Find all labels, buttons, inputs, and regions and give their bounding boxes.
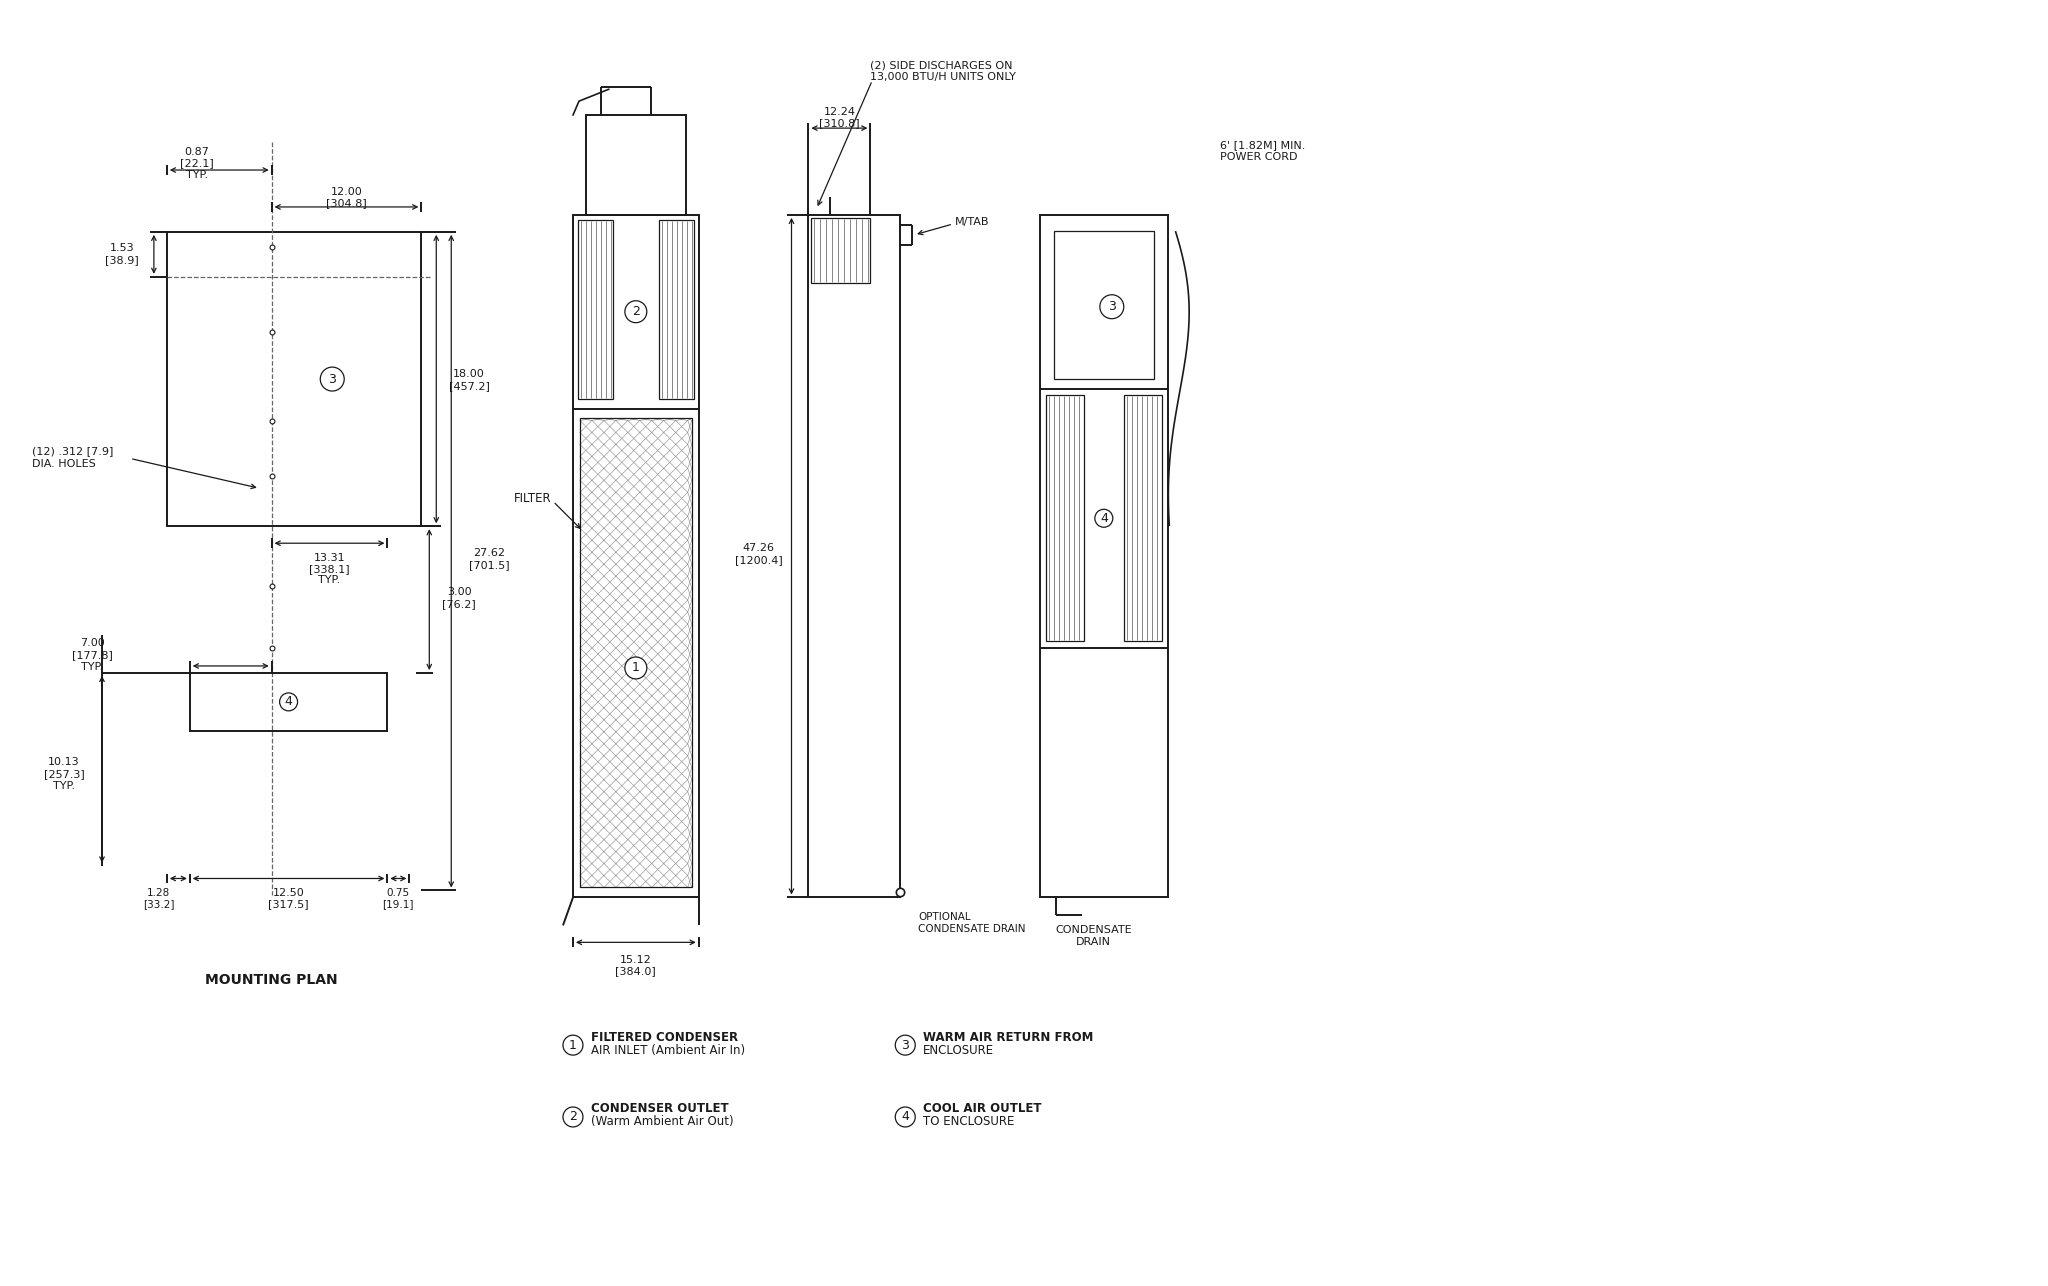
Text: [457.2]: [457.2] (449, 381, 489, 391)
Circle shape (895, 1035, 915, 1055)
Circle shape (563, 1107, 584, 1127)
Bar (580, 418, 692, 887)
Text: [304.8]: [304.8] (326, 198, 367, 208)
Text: TYP.: TYP. (53, 781, 76, 791)
Text: 6' [1.82M] MIN.: 6' [1.82M] MIN. (1219, 140, 1305, 150)
Text: MOUNTING PLAN: MOUNTING PLAN (205, 974, 338, 988)
Text: [19.1]: [19.1] (383, 899, 414, 909)
Text: TO ENCLOSURE: TO ENCLOSURE (924, 1115, 1014, 1128)
Text: DIA. HOLES: DIA. HOLES (33, 459, 96, 469)
Circle shape (281, 693, 297, 711)
Text: CONDENSATE: CONDENSATE (1055, 926, 1133, 935)
Text: [317.5]: [317.5] (268, 899, 309, 909)
Bar (1055, 231, 1153, 378)
Bar (1040, 215, 1167, 898)
Text: [76.2]: [76.2] (442, 599, 475, 610)
Text: 2: 2 (569, 1111, 578, 1124)
Text: TYP.: TYP. (186, 170, 207, 180)
Text: [257.3]: [257.3] (43, 769, 84, 779)
Text: ENCLOSURE: ENCLOSURE (924, 1044, 995, 1057)
Text: AIR INLET (Ambient Air In): AIR INLET (Ambient Air In) (592, 1044, 745, 1057)
Text: 18.00: 18.00 (453, 369, 485, 379)
Text: POWER CORD: POWER CORD (1219, 152, 1296, 162)
Text: TYP.: TYP. (82, 662, 102, 673)
Text: 4: 4 (1100, 512, 1108, 525)
Text: DRAIN: DRAIN (1077, 937, 1112, 948)
Text: 47.26: 47.26 (743, 543, 774, 553)
Bar (1124, 395, 1161, 640)
Bar (578, 220, 612, 399)
Text: OPTIONAL: OPTIONAL (918, 912, 971, 922)
Text: (12) .312 [7.9]: (12) .312 [7.9] (33, 446, 113, 457)
Circle shape (625, 301, 647, 323)
Bar (809, 215, 901, 898)
Text: 3.00: 3.00 (446, 588, 471, 597)
Text: (Warm Ambient Air Out): (Warm Ambient Air Out) (592, 1115, 733, 1128)
Text: 4: 4 (901, 1111, 909, 1124)
Text: 0.87: 0.87 (184, 147, 209, 157)
Text: 7.00: 7.00 (80, 638, 104, 648)
Text: [338.1]: [338.1] (309, 565, 350, 574)
Text: [22.1]: [22.1] (180, 158, 213, 168)
Text: TYP.: TYP. (317, 575, 340, 585)
Text: 15.12: 15.12 (621, 955, 651, 966)
Circle shape (319, 367, 344, 391)
Bar (811, 217, 870, 283)
Text: M/TAB: M/TAB (954, 217, 989, 226)
Bar (1047, 395, 1083, 640)
Text: [701.5]: [701.5] (469, 561, 510, 570)
Text: 0.75: 0.75 (387, 889, 410, 899)
Circle shape (1100, 294, 1124, 319)
Text: FILTERED CONDENSER: FILTERED CONDENSER (592, 1030, 737, 1044)
Text: 13.31: 13.31 (313, 553, 346, 563)
Text: 3: 3 (901, 1039, 909, 1052)
Text: 3: 3 (1108, 300, 1116, 314)
Circle shape (563, 1035, 584, 1055)
Text: CONDENSATE DRAIN: CONDENSATE DRAIN (918, 925, 1026, 935)
Text: [38.9]: [38.9] (104, 255, 139, 265)
Text: (2) SIDE DISCHARGES ON: (2) SIDE DISCHARGES ON (870, 60, 1014, 71)
Bar (190, 673, 387, 730)
Text: 3: 3 (328, 373, 336, 386)
Text: 12.50: 12.50 (272, 889, 305, 899)
Text: [310.8]: [310.8] (819, 118, 860, 129)
Text: WARM AIR RETURN FROM: WARM AIR RETURN FROM (924, 1030, 1094, 1044)
Text: [1200.4]: [1200.4] (735, 556, 782, 565)
Circle shape (1096, 509, 1112, 527)
Bar (573, 215, 698, 898)
Text: COOL AIR OUTLET: COOL AIR OUTLET (924, 1102, 1042, 1115)
Text: 12.24: 12.24 (823, 107, 856, 117)
Text: 10.13: 10.13 (49, 756, 80, 766)
Text: 1: 1 (569, 1039, 578, 1052)
Text: [384.0]: [384.0] (616, 966, 655, 976)
Bar (166, 231, 422, 526)
Bar (586, 116, 686, 215)
Bar (659, 220, 694, 399)
Text: [33.2]: [33.2] (143, 899, 174, 909)
Text: FILTER: FILTER (514, 491, 551, 505)
Text: 13,000 BTU/H UNITS ONLY: 13,000 BTU/H UNITS ONLY (870, 72, 1016, 82)
Text: [177.8]: [177.8] (72, 649, 113, 660)
Text: 1.53: 1.53 (111, 243, 135, 253)
Text: 1.28: 1.28 (147, 889, 170, 899)
Text: 4: 4 (285, 696, 293, 709)
Text: CONDENSER OUTLET: CONDENSER OUTLET (592, 1102, 729, 1115)
Circle shape (895, 1107, 915, 1127)
Text: 12.00: 12.00 (330, 186, 362, 197)
Text: 2: 2 (633, 305, 639, 318)
Text: 27.62: 27.62 (473, 548, 506, 558)
Circle shape (625, 657, 647, 679)
Text: 1: 1 (633, 661, 639, 674)
